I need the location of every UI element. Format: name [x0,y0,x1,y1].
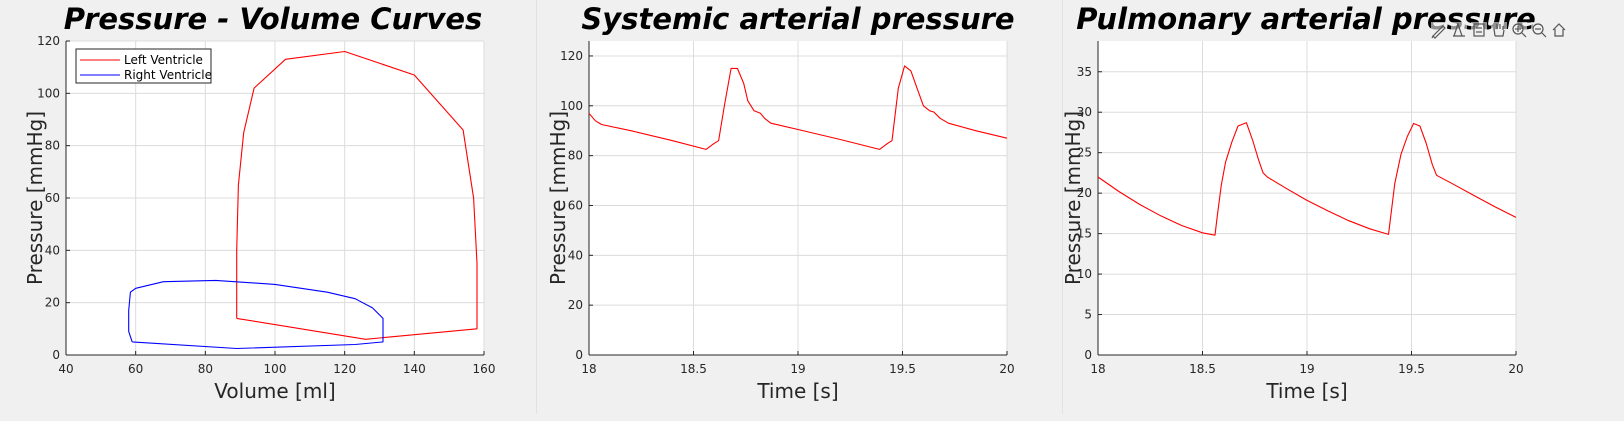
y-tick-label: 100 [560,99,583,113]
y-tick-label: 60 [45,191,60,205]
x-tick-label: 18.5 [680,362,707,376]
y-tick-label: 0 [1084,348,1092,362]
x-tick-label: 60 [128,362,143,376]
x-axis-label: Time [s] [1265,379,1347,403]
legend-icon[interactable] [1471,22,1487,38]
legend-icon-bg [1471,22,1487,38]
x-tick-label: 19.5 [889,362,916,376]
y-tick-label: 20 [45,296,60,310]
y-tick-label: 100 [37,86,60,100]
y-tick-label: 40 [568,248,583,262]
zoom-in-icon-lens [1512,23,1524,35]
y-tick-label: 30 [1077,105,1092,119]
home-icon-shape [1552,23,1566,37]
home-icon[interactable] [1551,22,1567,38]
x-tick-label: 120 [333,362,356,376]
x-axis-label: Time [s] [756,379,838,403]
y-tick-label: 120 [37,34,60,48]
series-line-left-ventricle [236,50,478,340]
y-tick-label: 5 [1084,308,1092,322]
y-axis-label: Pressure [mmHg] [546,111,570,285]
x-tick-label: 18 [581,362,596,376]
y-tick-label: 120 [560,49,583,63]
x-tick-label: 19 [1299,362,1314,376]
y-tick-label: 40 [45,243,60,257]
zoom-out-icon-lens [1532,23,1544,35]
zoom-out-icon-handle [1541,32,1547,38]
zoom-in-icon-handle [1521,32,1527,38]
legend-box [75,48,212,84]
chart-title: Systemic arterial pressure [581,2,1014,36]
pan-hand-icon[interactable] [1491,22,1507,38]
legend-label: Right Ventricle [124,68,212,82]
pressure-volume-panel: 40 60 80 100 120 140 160 0 20 40 60 80 100 120 Pressur… [0,0,537,421]
y-tick-label: 15 [1077,227,1092,241]
x-tick-label: 40 [58,362,73,376]
chart-title: Pressure - Volume Curves [64,2,483,36]
y-tick-label: 80 [45,139,60,153]
systemic-pressure-panel: 18 18.5 19 19.5 20 0 20 40 60 80 100 120 Systemic ar… [537,0,1063,421]
legend-icon-frame [1473,23,1485,37]
datatip-icon-shape [1453,22,1465,37]
y-tick-label: 60 [568,198,583,212]
series-line-right-ventricle [128,279,384,350]
x-tick-label: 140 [403,362,426,376]
y-tick-label: 35 [1077,65,1092,79]
series-line-1-0 [588,65,1008,150]
x-tick-label: 19 [790,362,805,376]
x-tick-label: 18 [1090,362,1105,376]
y-tick-label: 20 [568,298,583,312]
x-tick-label: 20 [999,362,1014,376]
zoom-in-icon[interactable] [1511,22,1527,38]
bottom-strip [0,414,1624,421]
y-tick-label: 20 [1077,186,1092,200]
brush-icon-shape [1431,25,1446,39]
pan-hand-icon-shape [1493,24,1505,37]
x-axis-label: Volume [ml] [214,379,335,403]
series-line-2-0 [1097,122,1517,236]
y-tick-label: 25 [1077,146,1092,160]
x-tick-label: 18.5 [1189,362,1216,376]
y-tick-label: 80 [568,149,583,163]
x-tick-label: 80 [198,362,213,376]
brush-icon[interactable] [1431,22,1447,39]
y-tick-label: 0 [575,348,583,362]
y-axis-label: Pressure [mmHg] [1063,111,1085,285]
systemic-pressure-chart: 18 18.5 19 19.5 20 0 20 40 60 80 100 120 Systemic ar… [546,2,1015,403]
x-tick-label: 100 [264,362,287,376]
x-tick-label: 19.5 [1398,362,1425,376]
zoom-out-icon[interactable] [1531,22,1547,38]
legend-label: Left Ventricle [124,53,203,67]
pressure-volume-chart: 40 60 80 100 120 140 160 0 20 40 60 80 100 120 Pressur… [23,2,496,403]
x-tick-label: 20 [1508,362,1523,376]
pulmonary-pressure-panel: 18 18.5 19 19.5 20 0 5 10 15 20 25 30 35 Pulmonary ar… [1063,0,1624,421]
datatip-icon[interactable] [1451,22,1467,38]
y-axis-label: Pressure [mmHg] [23,111,47,285]
y-tick-label: 10 [1077,267,1092,281]
y-tick-label: 0 [52,348,60,362]
x-tick-label: 160 [473,362,496,376]
